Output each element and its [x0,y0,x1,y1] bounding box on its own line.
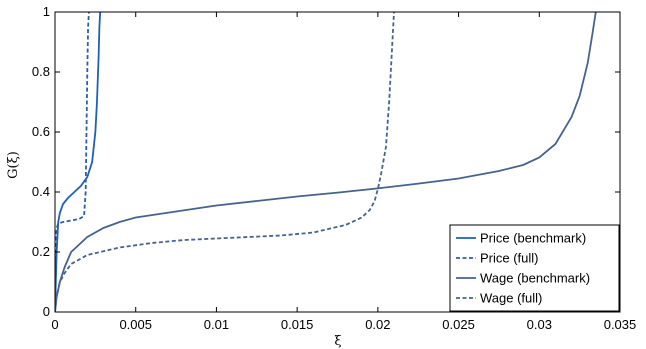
y-tick-label: 0.2 [32,244,50,259]
x-tick-label: 0.03 [527,317,552,332]
legend: Price (benchmark) Price (full) Wage (bench… [449,224,620,312]
legend-label: Price (benchmark) [480,231,586,246]
plot-area: 0 0.005 0.01 0.015 0.02 0.025 0.03 0.035 0 0.2 0.4… [32,4,636,332]
y-tick-label: 0.4 [32,184,50,199]
series-line-4 [55,12,395,312]
plot-frame [54,11,621,313]
y-axis-label: G(ξ) [6,151,21,179]
y-tick-label: 0.6 [32,124,50,139]
x-tick-label: 0.035 [604,317,637,332]
x-tick-label: 0.025 [442,317,475,332]
x-tick-label: 0.015 [281,317,314,332]
legend-label: Price (full) [480,251,539,266]
legend-label: Wage (benchmark) [480,271,590,286]
y-tick-label: 1 [43,4,50,19]
legend-label: Wage (full) [480,291,542,306]
legend-box [449,224,620,312]
series-line-2 [55,12,90,312]
y-tick-label: 0 [43,304,50,319]
series-line-1 [55,12,102,312]
x-axis-label: ξ [334,334,341,349]
x-tick-label: 0.005 [119,317,152,332]
x-tick-label: 0.01 [204,317,229,332]
x-tick-label: 0 [51,317,58,332]
series-line-3 [55,12,597,312]
y-tick-label: 0.8 [32,64,50,79]
x-tick-label: 0.02 [365,317,390,332]
